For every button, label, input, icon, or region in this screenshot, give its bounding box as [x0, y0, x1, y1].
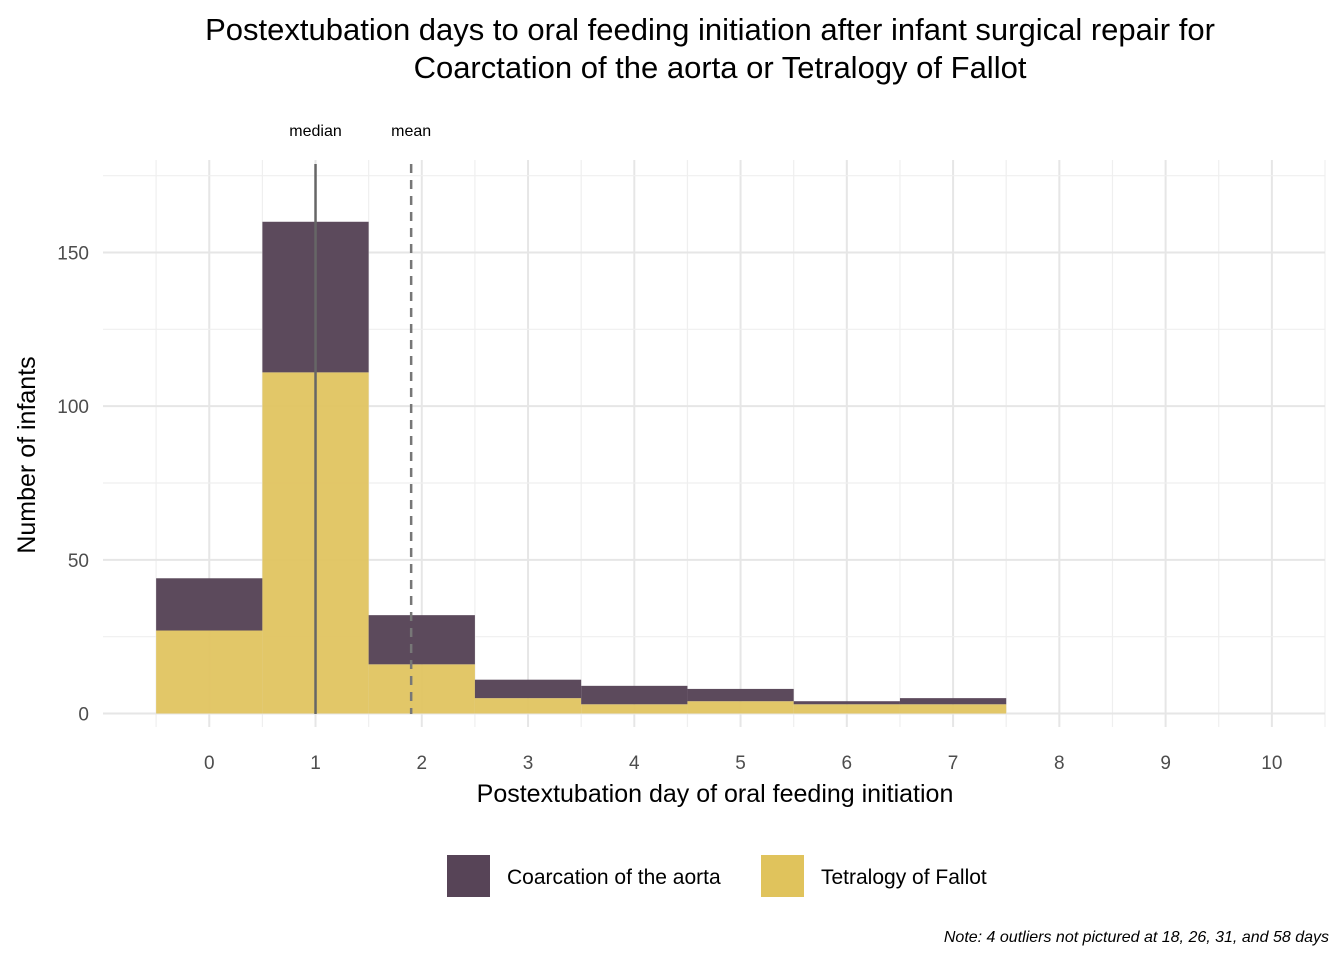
- bar-coarcation-of-the-aorta: [156, 578, 263, 631]
- x-axis-ticks: 0 1 2 3 4 5 6 7 8 9 10: [204, 753, 1282, 774]
- x-tick-label: 7: [948, 753, 959, 774]
- x-tick-label: 2: [416, 753, 427, 774]
- reference-lines: median mean: [289, 123, 431, 714]
- x-tick-label: 0: [204, 753, 215, 774]
- y-tick-label: 100: [57, 397, 89, 418]
- bar-tetralogy-of-fallot: [474, 698, 582, 714]
- y-tick-label: 50: [68, 551, 89, 572]
- y-axis-ticks: 0 50 100 150: [57, 244, 89, 726]
- bar-coarcation-of-the-aorta: [368, 615, 475, 665]
- legend-key: [761, 855, 804, 897]
- bar-coarcation-of-the-aorta: [687, 688, 794, 702]
- legend: Coarcation of the aorta Tetralogy of Fall…: [447, 855, 987, 897]
- x-tick-label: 4: [629, 753, 640, 774]
- bar-tetralogy-of-fallot: [368, 664, 475, 714]
- chart-title-line-1: Postextubation days to oral feeding init…: [205, 12, 1215, 47]
- x-tick-label: 6: [842, 753, 853, 774]
- caption-note: Note: 4 outliers not pictured at 18, 26,…: [944, 929, 1329, 946]
- y-tick-label: 150: [57, 244, 89, 265]
- bar-coarcation-of-the-aorta: [581, 685, 688, 705]
- legend-label: Tetralogy of Fallot: [821, 866, 987, 889]
- x-tick-label: 10: [1261, 753, 1282, 774]
- y-axis-title: Number of infants: [13, 356, 41, 553]
- x-tick-label: 8: [1054, 753, 1065, 774]
- x-tick-label: 3: [523, 753, 534, 774]
- x-axis-title: Postextubation day of oral feeding initi…: [477, 780, 954, 808]
- bar-tetralogy-of-fallot: [581, 704, 688, 714]
- bar-tetralogy-of-fallot: [793, 704, 900, 714]
- legend-key: [447, 855, 490, 897]
- chart-title: Postextubation days to oral feeding init…: [205, 12, 1215, 85]
- x-tick-label: 5: [735, 753, 746, 774]
- median-label: median: [289, 123, 341, 140]
- bar-tetralogy-of-fallot: [156, 630, 263, 714]
- bar-coarcation-of-the-aorta: [793, 701, 900, 705]
- legend-label: Coarcation of the aorta: [507, 866, 721, 889]
- bar-tetralogy-of-fallot: [687, 701, 794, 714]
- chart-title-line-2: Coarctation of the aorta or Tetralogy of…: [414, 50, 1027, 85]
- bar-tetralogy-of-fallot: [899, 704, 1007, 714]
- bar-coarcation-of-the-aorta: [899, 698, 1007, 705]
- mean-label: mean: [391, 123, 431, 140]
- x-tick-label: 1: [310, 753, 321, 774]
- bar-coarcation-of-the-aorta: [474, 679, 582, 699]
- y-tick-label: 0: [78, 705, 89, 726]
- x-tick-label: 9: [1160, 753, 1171, 774]
